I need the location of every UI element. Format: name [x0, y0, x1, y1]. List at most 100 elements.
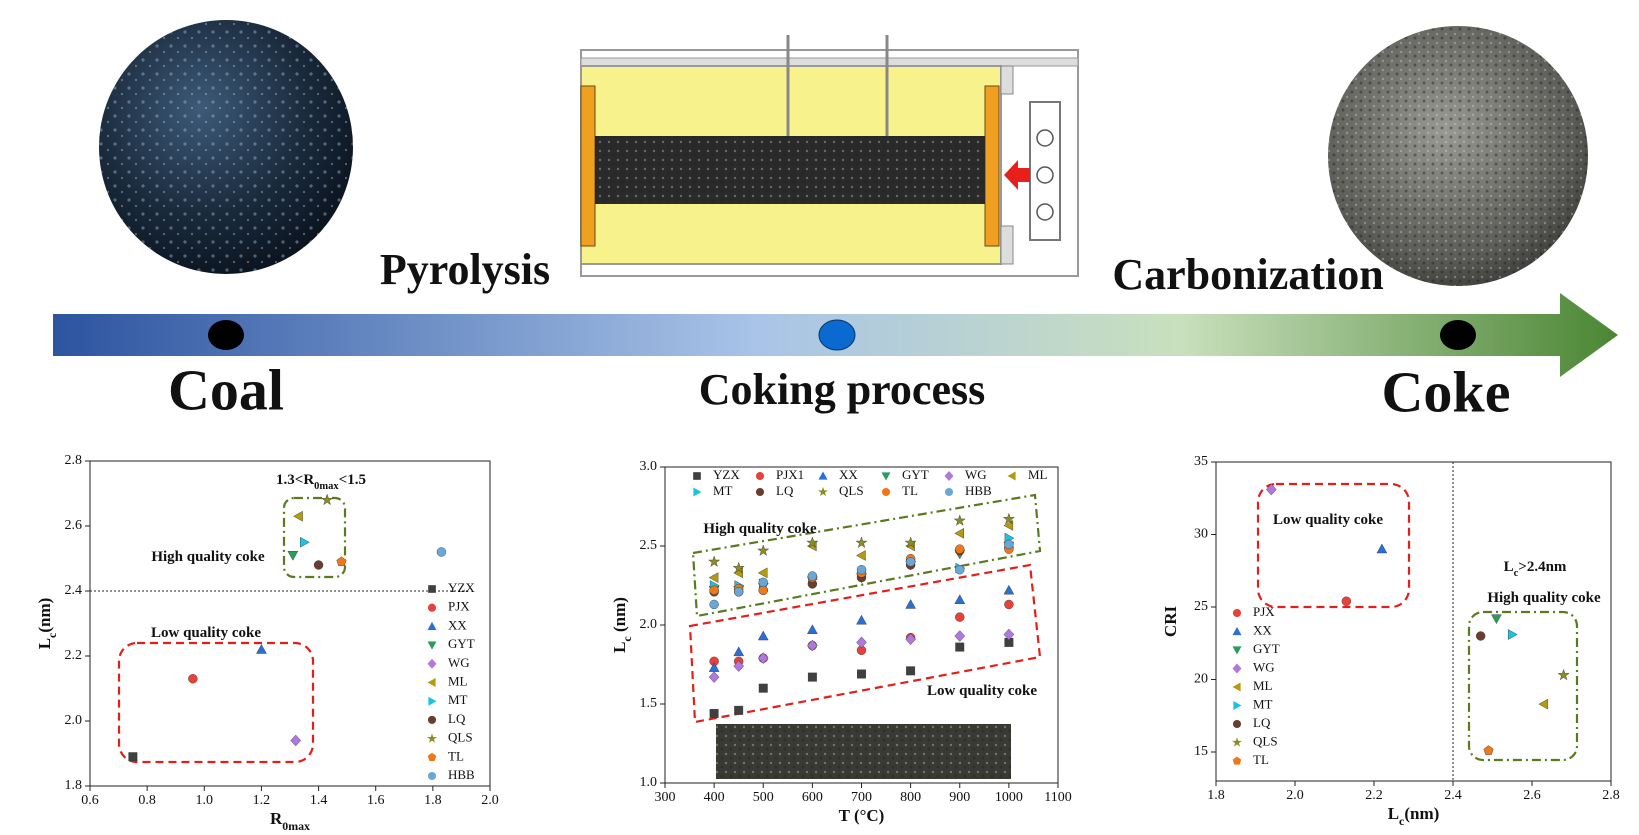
y-tick-label: 35: [1194, 454, 1208, 469]
legend-label: WG: [1253, 659, 1275, 674]
data-point: [758, 683, 768, 693]
legend-marker: [944, 487, 954, 497]
y-tick-label: 3.0: [640, 459, 658, 474]
coke-texture: [1328, 26, 1588, 286]
data-point: [807, 639, 818, 652]
legend-label: YZX: [448, 580, 475, 595]
y-tick-label: 2.8: [65, 453, 83, 468]
data-point: [1491, 614, 1502, 625]
coke-sample-texture: [716, 724, 1011, 779]
data-point: [757, 652, 769, 664]
y-tick-label: 30: [1194, 527, 1208, 542]
x-tick-label: 1.0: [196, 793, 214, 808]
data-point: [807, 624, 818, 634]
data-point: [708, 671, 720, 683]
legend-marker: [427, 641, 437, 650]
legend-label: HBB: [448, 767, 475, 782]
annotation-part: <1.5: [339, 472, 366, 488]
legend-marker: [1232, 646, 1242, 655]
region-box: [117, 641, 315, 764]
y-axis-title-part: c: [45, 633, 59, 638]
legend-marker: [427, 771, 437, 781]
process-label: Carbonization: [1112, 250, 1383, 299]
data-point: [128, 752, 138, 762]
legend-label: WG: [448, 655, 470, 670]
legend-marker: [1232, 756, 1242, 765]
x-tick-label: 1.8: [1207, 788, 1225, 803]
legend-marker: [427, 621, 437, 630]
data-point: [287, 551, 299, 561]
legend-label: XX: [839, 467, 858, 482]
annotation-part: Low quality coke: [1273, 512, 1383, 528]
legend-label: XX: [1253, 622, 1272, 637]
legend-label: MT: [448, 692, 468, 707]
x-tick-label: 800: [900, 790, 921, 805]
legend-label: LQ: [1253, 715, 1271, 730]
legend-marker: [428, 696, 437, 706]
data-point: [856, 565, 867, 575]
data-point: [709, 585, 719, 595]
x-tick-label: 300: [655, 790, 676, 805]
plot-frame: [89, 460, 491, 787]
legend-marker: [944, 471, 954, 481]
data-point: [955, 565, 965, 575]
data-point: [1003, 584, 1015, 595]
data-point: [955, 612, 965, 622]
data-point: [290, 734, 301, 747]
legend-marker: [1232, 663, 1242, 674]
legend-label: ML: [1028, 467, 1048, 482]
x-tick-label: 900: [949, 790, 970, 805]
legend-marker: [818, 471, 828, 480]
x-tick-label: 2.6: [1523, 788, 1541, 803]
data-point: [758, 585, 768, 595]
annotation-part: c: [1514, 568, 1519, 579]
x-tick-label: 1.2: [253, 793, 271, 808]
data-point: [955, 642, 965, 652]
coal-texture: [99, 20, 353, 274]
legend-marker: [755, 487, 765, 497]
data-point: [1004, 539, 1014, 550]
x-tick-label: 1.6: [367, 793, 385, 808]
data-point: [954, 528, 964, 539]
legend-marker: [427, 658, 437, 669]
data-point: [708, 555, 721, 567]
data-point: [313, 560, 324, 570]
y-axis-title-part: L: [35, 638, 54, 649]
x-axis-title-part: T (°C): [839, 806, 885, 825]
plot-frame: [1215, 461, 1612, 782]
legend-label: PJX: [1253, 604, 1275, 619]
data-point: [1003, 628, 1015, 641]
data-point: [955, 544, 965, 554]
legend-label: GYT: [1253, 641, 1280, 656]
x-axis-title-part: (nm): [1404, 804, 1439, 823]
y-tick-label: 2.6: [65, 518, 83, 533]
y-tick-label: 1.5: [640, 696, 658, 711]
legend-label: ML: [1253, 678, 1273, 693]
legend-label: GYT: [902, 467, 929, 482]
legend-label: TL: [902, 483, 918, 498]
data-point: [1003, 520, 1014, 531]
y-axis-title: Lc (nm): [610, 597, 634, 653]
legend-marker: [1232, 627, 1242, 636]
legend-label: HBB: [965, 483, 992, 498]
legend-marker: [1007, 471, 1016, 481]
annotation: Low quality coke: [1273, 512, 1383, 528]
x-tick-label: 1.8: [424, 793, 442, 808]
annotation: 1.3<R0max<1.5: [276, 472, 366, 491]
x-tick-label: 1000: [995, 790, 1023, 805]
annotation-part: 1.3<R: [276, 472, 314, 488]
y-tick-label: 2.2: [65, 648, 83, 663]
legend-label: MT: [713, 483, 733, 498]
legend-label: GYT: [448, 636, 475, 651]
x-tick-label: 1.4: [310, 793, 328, 808]
data-point: [709, 599, 719, 610]
legend-label: LQ: [448, 711, 466, 726]
region-box: [691, 493, 1042, 618]
x-tick-label: 0.8: [138, 793, 156, 808]
data-point: [905, 557, 916, 567]
stage-dot: [1440, 320, 1476, 350]
legend-marker: [1232, 737, 1242, 747]
legend-label: YZX: [713, 467, 740, 482]
legend-marker: [427, 603, 437, 612]
